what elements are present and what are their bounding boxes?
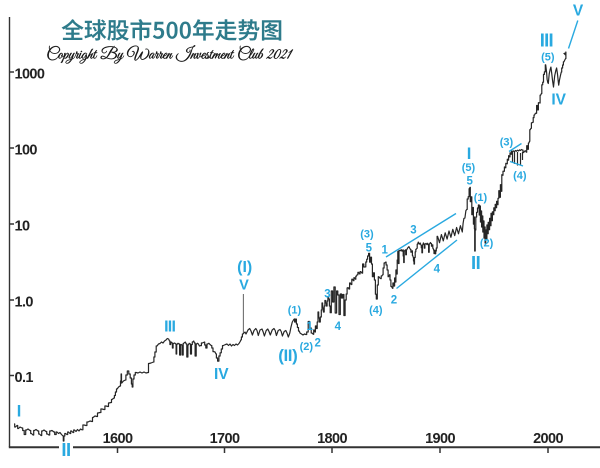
svg-text:3: 3 <box>410 225 416 237</box>
svg-text:V: V <box>573 2 584 19</box>
svg-text:2: 2 <box>391 295 397 307</box>
svg-text:3: 3 <box>324 288 330 300</box>
svg-text:(5): (5) <box>541 51 555 63</box>
svg-text:(2): (2) <box>480 237 494 249</box>
svg-text:(2): (2) <box>300 341 314 353</box>
svg-text:4: 4 <box>335 321 342 333</box>
svg-text:(I): (I) <box>237 259 252 276</box>
svg-text:1800: 1800 <box>317 431 347 447</box>
svg-text:IV: IV <box>551 92 566 109</box>
svg-text:(1): (1) <box>288 304 302 316</box>
svg-text:I: I <box>467 145 472 163</box>
svg-text:III: III <box>164 318 175 335</box>
svg-text:100: 100 <box>15 143 38 159</box>
svg-text:(1): (1) <box>474 192 488 204</box>
svg-text:III: III <box>540 30 553 51</box>
svg-text:II: II <box>471 252 480 273</box>
svg-text:4: 4 <box>434 264 441 276</box>
svg-text:5: 5 <box>466 176 473 188</box>
svg-text:V: V <box>239 277 249 293</box>
svg-text:(5): (5) <box>462 162 476 174</box>
svg-text:(II): (II) <box>278 346 297 365</box>
svg-text:1900: 1900 <box>425 431 455 447</box>
svg-text:2: 2 <box>314 338 320 350</box>
svg-text:5: 5 <box>366 243 373 255</box>
svg-text:(3): (3) <box>360 229 374 241</box>
svg-text:IV: IV <box>214 366 229 383</box>
svg-text:0.1: 0.1 <box>15 370 34 386</box>
svg-text:10: 10 <box>15 219 30 235</box>
svg-text:1700: 1700 <box>210 431 240 447</box>
svg-text:1: 1 <box>306 321 313 333</box>
svg-text:II: II <box>61 439 70 460</box>
svg-text:1600: 1600 <box>103 431 133 447</box>
svg-text:(4): (4) <box>513 170 527 182</box>
svg-text:I: I <box>17 403 22 421</box>
svg-text:2000: 2000 <box>533 431 563 447</box>
svg-text:1: 1 <box>381 245 388 257</box>
svg-text:(3): (3) <box>500 136 514 148</box>
svg-text:1000: 1000 <box>15 67 45 83</box>
svg-text:1.0: 1.0 <box>15 295 34 311</box>
svg-text:(4): (4) <box>369 305 383 317</box>
